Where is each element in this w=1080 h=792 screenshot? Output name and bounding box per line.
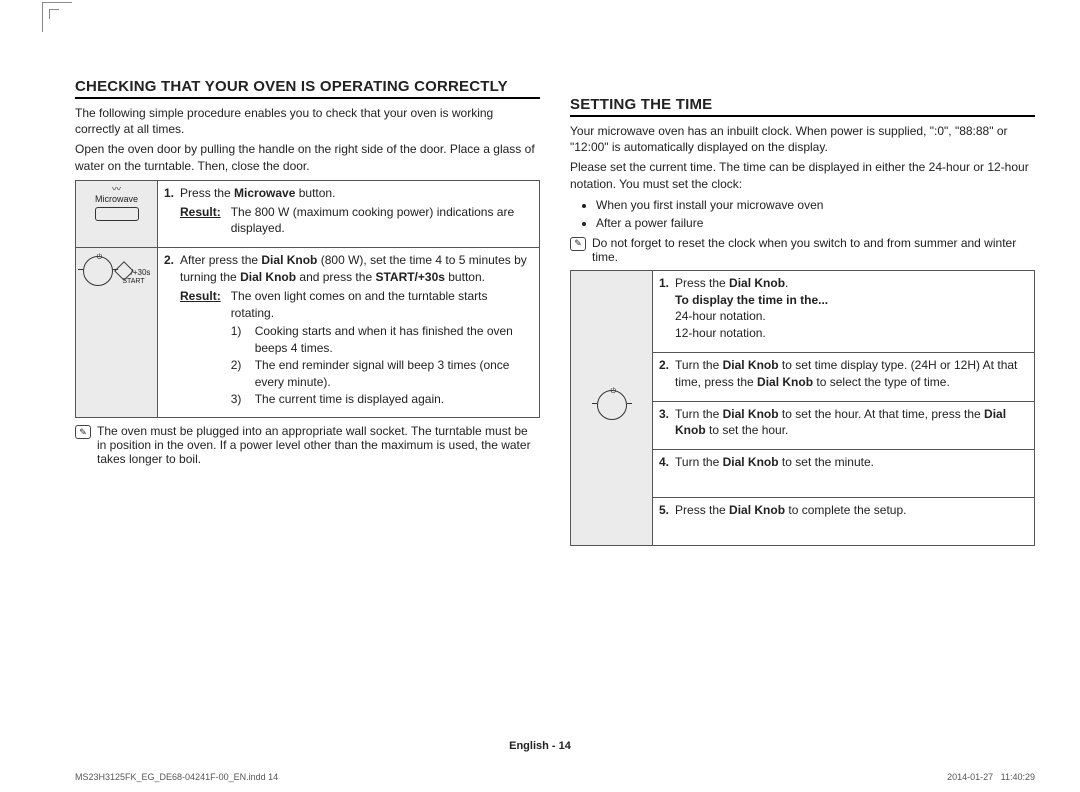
intro-2: Open the oven door by pulling the handle… [75,141,540,173]
time-step-5: 5. Press the Dial Knob to complete the s… [653,497,1035,545]
time-step-3: 3. Turn the Dial Knob to set the hour. A… [653,401,1035,450]
note-left: ✎ The oven must be plugged into an appro… [75,424,540,466]
right-intro-2: Please set the current time. The time ca… [570,159,1035,191]
time-step-2: 2. Turn the Dial Knob to set time displa… [653,352,1035,401]
step-2-num: 2. [164,252,174,407]
right-column: SETTING THE TIME Your microwave oven has… [570,20,1035,760]
note-icon: ✎ [570,237,586,251]
time-step-1: 1. Press the Dial Knob. To display the t… [653,270,1035,352]
page-content: CHECKING THAT YOUR OVEN IS OPERATING COR… [75,20,1035,760]
step-1-num: 1. [164,185,174,237]
bullet-1: When you first install your microwave ov… [596,196,1035,214]
intro-1: The following simple procedure enables y… [75,105,540,137]
result-label: Result: [180,204,221,238]
time-steps-table: ⏻ 1. Press the Dial Knob. To display the… [570,270,1035,546]
footer-bar: MS23H3125FK_EG_DE68-04241F-00_EN.indd 14… [75,772,1035,782]
result-label-2: Result: [180,288,221,408]
illus-microwave: 〰Microwave [76,180,158,247]
right-intro-1: Your microwave oven has an inbuilt clock… [570,123,1035,155]
note-left-text: The oven must be plugged into an appropr… [97,424,540,466]
note-right: ✎ Do not forget to reset the clock when … [570,236,1035,264]
checking-steps-table: 〰Microwave 1. Press the Microwave button… [75,180,540,419]
dial-knob-icon: ⏻ [597,390,627,420]
note-right-text: Do not forget to reset the clock when yo… [592,236,1035,264]
illus-dial-knob: ⏻ [571,270,653,545]
step-2-text: After press the Dial Knob (800 W), set t… [180,252,533,407]
left-column: CHECKING THAT YOUR OVEN IS OPERATING COR… [75,20,540,760]
bullet-2: After a power failure [596,214,1035,232]
heading-setting-time: SETTING THE TIME [570,96,1035,117]
microwave-icon: 〰Microwave [82,185,151,205]
start-30s-icon: /+30s START [117,261,151,285]
step-2-cell: 2. After press the Dial Knob (800 W), se… [158,248,540,418]
footer-file: MS23H3125FK_EG_DE68-04241F-00_EN.indd 14 [75,772,278,782]
note-icon: ✎ [75,425,91,439]
dial-knob-icon: ⏻ [83,256,113,286]
time-step-4: 4. Turn the Dial Knob to set the minute. [653,450,1035,498]
step-1-text: Press the Microwave button. Result: The … [180,185,533,237]
step-1-cell: 1. Press the Microwave button. Result: T… [158,180,540,247]
footer-datetime: 2014-01-27 11:40:29 [947,772,1035,782]
page-number: English - 14 [0,740,1080,752]
result-2-sublist: 1)Cooking starts and when it has finishe… [231,323,533,407]
time-display-label: To display the time in the... [675,292,1028,309]
crop-mark [42,2,72,32]
heading-checking: CHECKING THAT YOUR OVEN IS OPERATING COR… [75,78,540,99]
result-1-text: The 800 W (maximum cooking power) indica… [231,204,533,238]
result-2-text: The oven light comes on and the turntabl… [231,288,533,322]
illus-knob-start: ⏻ /+30s START [76,248,158,418]
clock-bullets: When you first install your microwave ov… [596,196,1035,232]
